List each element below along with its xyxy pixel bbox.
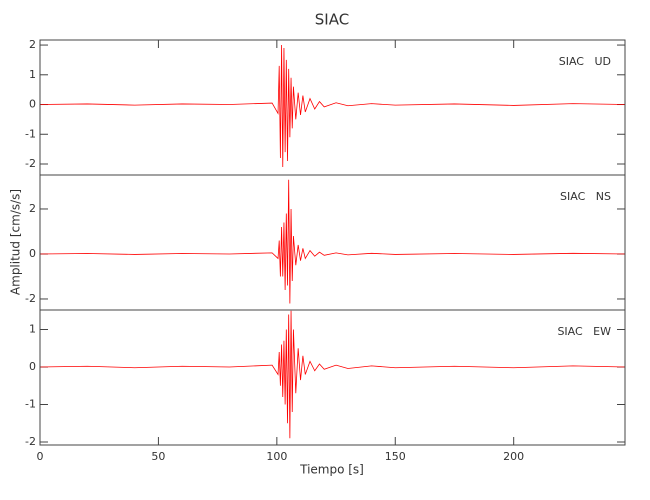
y-tick-label: 1 xyxy=(29,323,36,336)
y-tick-label: 0 xyxy=(29,247,36,260)
y-tick-label: 2 xyxy=(29,38,36,51)
x-tick-label: 0 xyxy=(37,450,44,463)
waveform xyxy=(39,179,626,304)
panel-frame xyxy=(39,309,626,446)
y-tick-label: -1 xyxy=(25,127,36,140)
x-tick-label: 150 xyxy=(385,450,406,463)
y-tick-label: -2 xyxy=(25,435,36,448)
x-tick-label: 200 xyxy=(503,450,524,463)
y-tick-label: 1 xyxy=(29,68,36,81)
y-tick-label: -2 xyxy=(25,292,36,305)
waveform xyxy=(39,310,626,439)
y-tick-label: 2 xyxy=(29,202,36,215)
waveform xyxy=(39,45,626,167)
x-tick-label: 50 xyxy=(151,450,165,463)
y-tick-label: 0 xyxy=(29,98,36,111)
y-axis-label: Amplitud [cm/s/s] xyxy=(9,189,23,295)
y-tick-label: 0 xyxy=(29,360,36,373)
y-tick-label: -1 xyxy=(25,398,36,411)
series-label: SIAC UD xyxy=(559,55,611,68)
panel-frame xyxy=(39,174,626,311)
series-label: SIAC EW xyxy=(557,325,611,338)
panel-frame xyxy=(39,39,626,176)
x-axis-label: Tiempo [s] xyxy=(299,463,364,477)
chart-title: SIAC xyxy=(315,11,349,29)
series-label: SIAC NS xyxy=(560,190,611,203)
y-tick-label: -2 xyxy=(25,157,36,170)
x-tick-label: 100 xyxy=(266,450,287,463)
